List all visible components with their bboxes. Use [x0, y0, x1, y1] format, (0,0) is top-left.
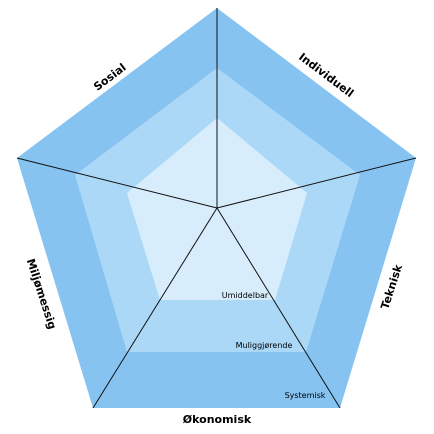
level-label: Systemisk	[285, 391, 326, 400]
spokes	[16, 8, 417, 409]
segment-label: Økonomisk	[183, 413, 252, 426]
level-label: Umiddelbar	[222, 291, 269, 300]
spoke	[92, 207, 218, 409]
spoke	[216, 207, 341, 409]
spoke	[216, 157, 417, 209]
segment-label: Teknisk	[378, 262, 405, 311]
spoke	[16, 157, 218, 209]
inner-level	[127, 118, 307, 300]
level-label: Muliggjørende	[236, 341, 293, 350]
